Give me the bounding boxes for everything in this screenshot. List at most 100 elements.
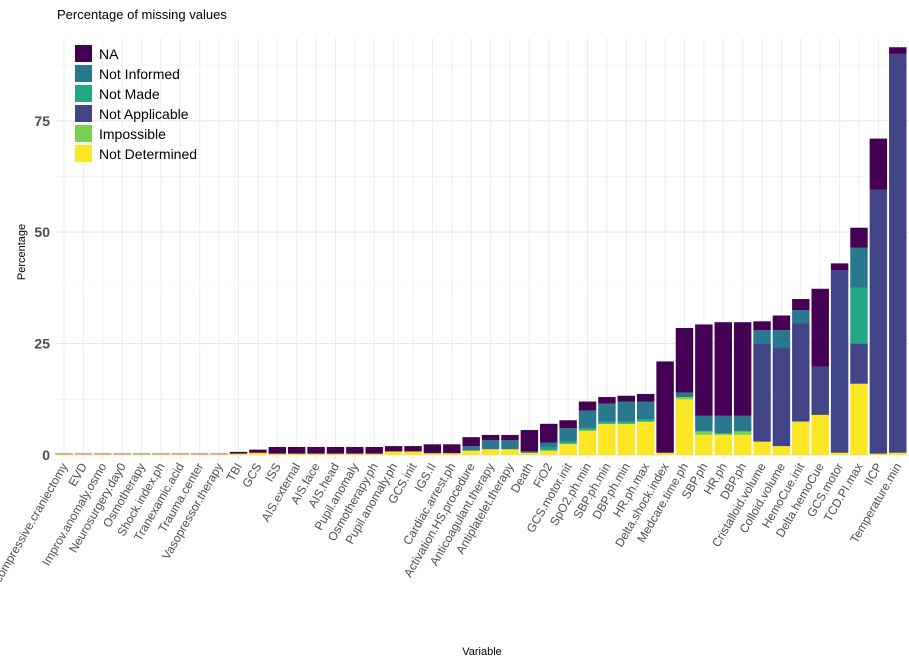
bar-segment-not-determined: [249, 452, 267, 455]
bar-segment-not-informed: [733, 415, 752, 432]
bar-segment-na: [850, 227, 868, 248]
bar-segment-not-informed: [636, 401, 655, 420]
bar-segment-not-applicable: [792, 323, 810, 422]
bar-segment-not-determined: [792, 421, 810, 455]
bar-segment-not-applicable: [811, 366, 829, 415]
bar-segment-na: [191, 453, 209, 455]
bar-segment-na: [772, 315, 791, 331]
bar-segment-not-determined: [559, 443, 577, 455]
bar-segment-not-determined: [268, 453, 287, 455]
bar-segment-not-informed: [714, 415, 732, 434]
bar-segment-na: [229, 451, 248, 454]
bar-segment-not-informed: [462, 446, 480, 451]
bar-segment-not-made: [636, 419, 655, 422]
bar-segment-na: [578, 401, 597, 411]
bar-segment-not-informed: [675, 392, 694, 398]
bar-segment-na: [443, 444, 461, 454]
bar-segment-not-determined: [675, 399, 694, 455]
bar-segment-not-determined: [520, 452, 539, 455]
bar-segment-not-determined: [656, 452, 674, 455]
bar-segment-not-applicable: [772, 348, 791, 447]
bar-segment-na: [656, 361, 674, 453]
bar-segment-not-determined: [811, 414, 829, 455]
bar-segment-not-determined: [636, 421, 655, 455]
bar-segment-na: [346, 446, 364, 454]
bar-segment-not-determined: [733, 434, 752, 455]
bar-segment-na: [365, 446, 383, 454]
legend-label-na: NA: [99, 46, 119, 62]
bar-segment-not-determined: [889, 452, 907, 455]
x-axis-title: Variable: [462, 646, 502, 658]
bar-segment-na: [520, 430, 539, 452]
bar-segment-na: [481, 434, 500, 441]
bar-segment-not-made: [850, 287, 868, 344]
bar-segment-na: [171, 453, 190, 455]
legend-label-not-made: Not Made: [99, 86, 160, 102]
legend-swatch-not-informed: [75, 65, 92, 82]
y-tick-label: 75: [34, 113, 50, 129]
bar-segment-impossible: [714, 433, 732, 435]
bar-segment-not-determined: [384, 451, 403, 455]
bar-segment-not-determined: [753, 441, 771, 455]
bar-segment-na: [210, 453, 228, 455]
bar-segment-not-determined: [287, 453, 306, 455]
bar-segment-not-determined: [869, 453, 888, 455]
legend-swatch-not-determined: [75, 145, 92, 162]
bar-segment-na: [501, 434, 519, 441]
bar-segment-na: [152, 453, 170, 455]
bar-segment-not-informed: [520, 451, 539, 453]
bar-segment-impossible: [733, 431, 752, 435]
bar-segment-na: [287, 446, 306, 454]
legend: NA Not Informed Not Made Not Applicable Impo…: [75, 45, 197, 162]
bar-segment-not-determined: [443, 453, 461, 455]
bar-segment-na: [617, 395, 636, 402]
bar-segment-not-determined: [171, 454, 190, 455]
bar-segment-na: [55, 453, 73, 455]
bar-segment-not-determined: [481, 449, 500, 455]
bar-segment-not-informed: [540, 442, 558, 447]
bar-segment-not-determined: [462, 450, 480, 455]
bar-segment-na: [326, 446, 345, 454]
bar-segment-not-determined: [229, 453, 248, 455]
bar-segment-na: [636, 393, 655, 402]
y-axis-title: Percentage: [16, 224, 28, 280]
bar-segment-not-determined: [830, 452, 849, 455]
y-tick-label: 25: [34, 336, 50, 352]
bar-segment-impossible: [695, 431, 713, 435]
bar-segment-not-informed: [481, 440, 500, 450]
bar-segment-not-informed: [772, 330, 791, 349]
bar-segment-not-determined: [578, 430, 597, 455]
bar-segment-na: [404, 446, 422, 452]
bar-segment-not-made: [559, 441, 577, 444]
bar-segment-not-made: [598, 421, 616, 424]
bar-segment-not-determined: [695, 434, 713, 455]
bar-segment-na: [675, 327, 694, 393]
legend-label-impossible: Impossible: [99, 126, 166, 142]
bar-segment-na: [540, 423, 558, 443]
chart-title: Percentage of missing values: [57, 7, 227, 22]
bar-segment-na: [811, 288, 829, 367]
x-tick-label: GCS: [239, 461, 264, 491]
bar-segment-not-determined: [55, 454, 73, 455]
bar-segment-na: [830, 263, 849, 271]
legend-swatch-not-applicable: [75, 105, 92, 122]
bar-segment-na: [249, 449, 267, 453]
bar-segment-not-determined: [365, 453, 383, 455]
bar-segment-not-informed: [559, 428, 577, 442]
bar-segment-not-applicable: [830, 270, 849, 453]
bar-segment-not-determined: [540, 450, 558, 455]
bar-segment-not-informed: [598, 403, 616, 422]
bar-segment-not-determined: [152, 454, 170, 455]
legend-swatch-impossible: [75, 125, 92, 142]
bar-segment-not-applicable: [753, 343, 771, 442]
y-tick-label: 50: [34, 224, 50, 240]
y-tick-label: 0: [42, 447, 50, 463]
bar-segment-not-determined: [404, 451, 422, 455]
bar-segment-not-determined: [617, 423, 636, 455]
legend-label-not-informed: Not Informed: [99, 66, 180, 82]
legend-label-not-determined: Not Determined: [99, 146, 197, 162]
bar-segment-not-determined: [772, 446, 791, 455]
x-axis-ticks: Decompressive.craniectomyEVDImprov.anoma…: [0, 460, 904, 598]
